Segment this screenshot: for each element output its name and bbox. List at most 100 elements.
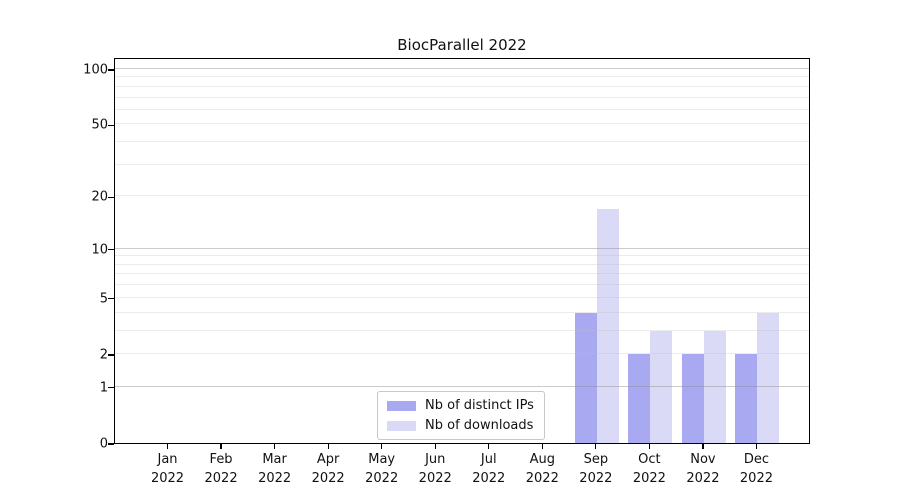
legend-swatch-icon (387, 420, 416, 431)
y-axis-tick-label: 20 (91, 189, 108, 205)
legend-item: Nb of distinct IPs (387, 398, 534, 413)
bar-distinct-ips (735, 354, 758, 443)
x-axis-tick-label: Apr 2022 (298, 450, 358, 488)
y-axis-tick (108, 298, 114, 300)
plot-area (114, 58, 810, 444)
x-axis-year: 2022 (365, 471, 399, 486)
x-axis-year: 2022 (204, 471, 238, 486)
gridline-minor (115, 76, 809, 78)
y-axis-tick (108, 69, 114, 71)
legend: Nb of distinct IPs Nb of downloads (377, 391, 545, 440)
x-axis-year: 2022 (150, 471, 185, 486)
x-axis-tick-label: Jan 2022 (138, 450, 198, 488)
x-axis-tick-label: Aug 2022 (512, 450, 572, 488)
x-axis-tick (273, 444, 276, 449)
x-axis-year: 2022 (579, 471, 613, 486)
y-axis-tick (108, 124, 114, 126)
gridline-minor (115, 195, 809, 197)
gridline-minor (115, 353, 809, 354)
gridline-minor (115, 123, 809, 125)
x-axis-month: Feb (209, 452, 233, 467)
y-axis-tick-label: 10 (91, 242, 108, 258)
y-axis-tick-label: 5 (99, 291, 108, 307)
x-axis-tick (648, 444, 651, 449)
y-axis-tick (108, 248, 114, 251)
x-axis-month: Jan (157, 452, 178, 467)
gridline-minor (115, 284, 809, 286)
x-axis-tick-label: Jul 2022 (459, 450, 519, 488)
x-axis-month: May (368, 452, 396, 467)
x-axis-tick (755, 444, 758, 449)
bar-distinct-ips (681, 354, 704, 443)
x-axis-year: 2022 (686, 471, 720, 486)
x-axis-tick-label: May 2022 (352, 450, 412, 488)
bar-distinct-ips (628, 354, 651, 443)
gridline-minor (115, 85, 809, 87)
x-axis-tick-label: Sep 2022 (566, 450, 626, 488)
y-axis-tick-label: 1 (99, 380, 108, 396)
x-axis-month: Nov (690, 452, 716, 467)
x-axis-year: 2022 (472, 471, 506, 486)
x-axis-year: 2022 (418, 471, 452, 486)
gridline-minor (115, 163, 809, 165)
legend-item: Nb of downloads (387, 418, 534, 433)
x-axis-tick (595, 444, 597, 449)
x-axis-month: Oct (638, 452, 661, 467)
x-axis-month: Mar (262, 452, 287, 467)
x-axis-year: 2022 (258, 471, 292, 486)
gridline-minor (115, 273, 809, 275)
gridline-minor (115, 108, 809, 110)
chart-title: BiocParallel 2022 (397, 36, 527, 54)
x-axis-month: Dec (743, 452, 770, 467)
gridline-major (115, 247, 809, 249)
x-axis-year: 2022 (739, 471, 773, 486)
y-axis-tick-label: 50 (91, 117, 108, 133)
bar-downloads (757, 312, 780, 443)
x-axis-tick-label: Nov 2022 (673, 450, 733, 488)
gridline-minor (115, 296, 809, 298)
x-axis-tick-label: Feb 2022 (191, 450, 251, 488)
gridline-major (115, 67, 809, 69)
x-axis-month: Sep (583, 452, 609, 467)
x-axis-month: Apr (316, 452, 340, 467)
gridline-minor (115, 96, 809, 98)
x-axis-tick (488, 444, 490, 449)
x-axis-tick (381, 444, 383, 449)
y-axis-tick (108, 196, 114, 198)
y-axis-tick (108, 354, 114, 356)
x-axis-tick (541, 444, 543, 449)
x-axis-tick-label: Oct 2022 (619, 450, 679, 488)
x-axis-tick (434, 444, 436, 449)
legend-swatch-icon (387, 400, 416, 411)
legend-label: Nb of distinct IPs (425, 398, 534, 413)
x-axis-year: 2022 (311, 471, 345, 486)
x-axis-tick (702, 444, 704, 449)
y-axis-tick-label: 100 (83, 62, 108, 78)
gridline-major (115, 385, 809, 387)
gridline-minor (115, 141, 809, 142)
x-axis-tick-label: Jun 2022 (405, 450, 465, 488)
bar-downloads (703, 330, 726, 443)
x-axis-month: Jun (425, 452, 446, 467)
bar-downloads (596, 208, 619, 443)
x-axis-tick-label: Dec 2022 (726, 450, 786, 488)
y-axis-tick-label: 2 (99, 347, 108, 363)
bar-distinct-ips (574, 312, 597, 443)
gridline-minor (115, 263, 809, 265)
x-axis-year: 2022 (632, 471, 666, 486)
x-axis-year: 2022 (525, 471, 559, 486)
x-axis-tick (166, 444, 169, 449)
gridline-minor (115, 329, 809, 331)
y-axis-tick (108, 387, 114, 389)
bar-downloads (650, 330, 673, 443)
x-axis-tick (327, 444, 329, 449)
x-axis-month: Aug (529, 452, 555, 467)
gridline-minor (115, 311, 809, 313)
y-axis-tick (108, 443, 114, 445)
x-axis-tick-label: Mar 2022 (245, 450, 305, 488)
x-axis-month: Jul (480, 452, 497, 467)
x-axis-tick (220, 444, 222, 449)
gridline-minor (115, 255, 809, 257)
y-axis-tick-label: 0 (99, 436, 108, 452)
